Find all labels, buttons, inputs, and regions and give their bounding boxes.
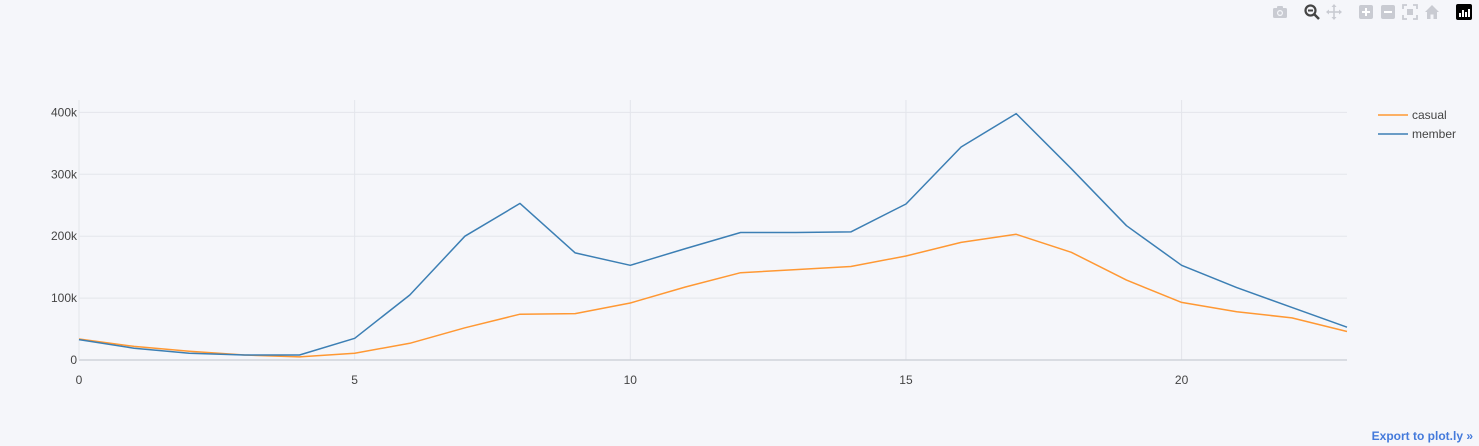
- y-tick-label: 100k: [51, 291, 78, 305]
- legend-item-member[interactable]: member: [1378, 127, 1456, 141]
- reset-axes-icon[interactable]: [1421, 3, 1443, 21]
- zoom-out-icon[interactable]: [1377, 3, 1399, 21]
- x-tick-label: 20: [1175, 373, 1189, 387]
- axes: 0 5 10 15 20 0 100k 200k 300k 400k: [51, 100, 1347, 387]
- series-lines: [78, 112, 1348, 358]
- y-tick-label: 0: [70, 353, 77, 367]
- x-tick-label: 15: [899, 373, 913, 387]
- zoom-in-icon[interactable]: [1355, 3, 1377, 21]
- y-tick-label: 200k: [51, 229, 78, 243]
- autoscale-icon[interactable]: [1399, 3, 1421, 21]
- x-tick-label: 5: [351, 373, 358, 387]
- series-line-casual[interactable]: [78, 233, 1348, 358]
- x-tick-label: 0: [76, 373, 83, 387]
- y-tick-label: 400k: [51, 105, 78, 119]
- legend[interactable]: casual member: [1378, 108, 1456, 141]
- plotly-logo-icon[interactable]: [1453, 3, 1475, 21]
- modebar: [1259, 3, 1475, 21]
- y-tick-label: 300k: [51, 167, 78, 181]
- zoom-icon[interactable]: [1301, 3, 1323, 21]
- legend-label: member: [1412, 127, 1456, 141]
- legend-label: casual: [1412, 108, 1447, 122]
- export-to-plotly-link[interactable]: Export to plot.ly »: [1371, 429, 1473, 443]
- pan-icon[interactable]: [1323, 3, 1345, 21]
- legend-item-casual[interactable]: casual: [1378, 108, 1447, 122]
- camera-icon[interactable]: [1269, 3, 1291, 21]
- grid: [79, 100, 1347, 360]
- x-tick-label: 10: [624, 373, 638, 387]
- series-line-member[interactable]: [78, 112, 1348, 356]
